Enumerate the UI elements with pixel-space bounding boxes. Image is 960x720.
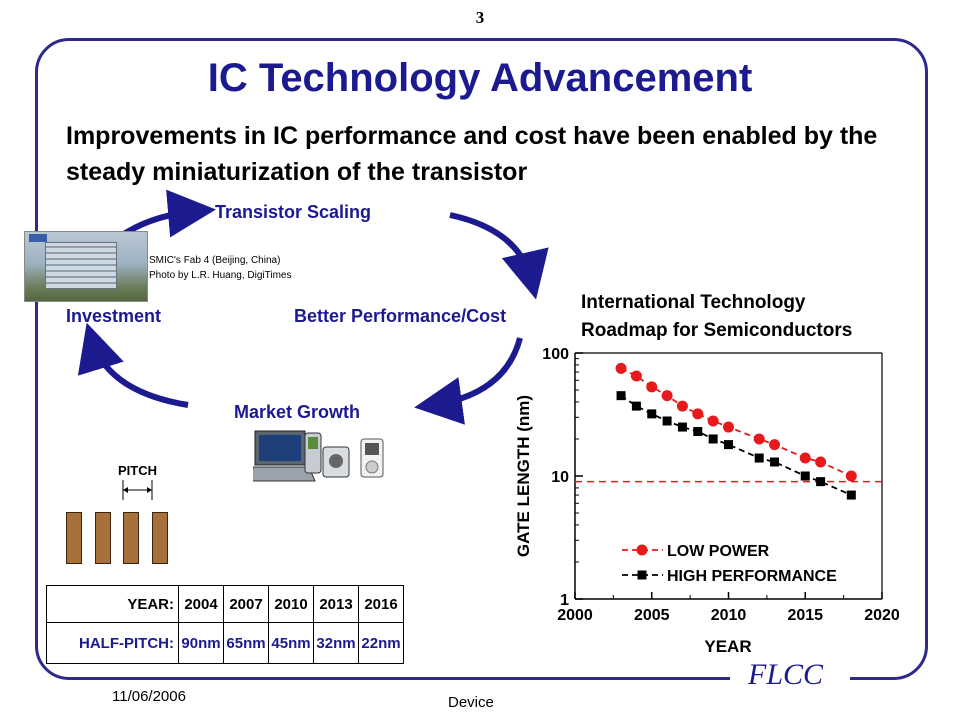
x-tick-label: 2005 (634, 607, 670, 624)
data-point-low-power (769, 439, 781, 451)
table-cell: 2016 (358, 585, 404, 623)
data-point-high-performance (693, 427, 703, 437)
table-cell: 2013 (313, 585, 359, 623)
y-tick-label: 100 (542, 346, 569, 363)
data-point-low-power (799, 452, 811, 464)
half-pitch-header: HALF-PITCH: (46, 622, 179, 664)
subtitle: Improvements in IC performance and cost … (66, 122, 878, 186)
data-point-high-performance (616, 391, 626, 401)
data-point-high-performance (677, 422, 687, 432)
data-point-low-power (815, 456, 827, 468)
footer-center: Device (448, 694, 494, 711)
table-row: YEAR: 2004 2007 2010 2013 2016 (46, 585, 404, 623)
y-axis-label: GATE LENGTH (nm) (514, 395, 533, 557)
flcc-logo: FLCC (748, 658, 824, 691)
x-tick-label: 2015 (787, 607, 823, 624)
fab-photo (24, 231, 148, 302)
data-point-high-performance (724, 440, 733, 450)
arrow-bottom-right (414, 337, 523, 425)
legend-label: LOW POWER (667, 543, 770, 560)
y-tick-label: 1 (560, 592, 569, 609)
cycle-investment-label: Investment (66, 306, 162, 326)
cycle-scaling-label: Transistor Scaling (215, 202, 372, 222)
y-tick-label: 10 (551, 469, 569, 486)
gate-length-chart: 2000 2005 2010 2015 2020 1 10 100 LOW POWER HIGH… (514, 346, 900, 656)
transistor-gate (95, 512, 111, 564)
data-point-high-performance (846, 490, 856, 500)
data-point-high-performance (647, 409, 657, 419)
slide-number: 3 (475, 8, 485, 27)
photo-caption-line2: Photo by L.R. Huang, DigiTimes (149, 270, 292, 281)
x-tick-label: 2020 (864, 607, 900, 624)
data-point-high-performance (662, 416, 672, 426)
photo-caption-line1: SMIC's Fab 4 (Beijing, China) (149, 255, 281, 266)
pitch-label: PITCH (118, 463, 157, 478)
table-row: HALF-PITCH: 90nm 65nm 45nm 32nm 22nm (46, 622, 404, 664)
table-cell: 2004 (178, 585, 224, 623)
data-point-low-power (615, 362, 627, 374)
data-point-high-performance (770, 457, 780, 467)
arrow-bottom-left (77, 322, 189, 408)
x-tick-label: 2000 (557, 607, 593, 624)
itrs-title-line2: Roadmap for Semiconductors (581, 320, 853, 341)
legend-marker-high-performance (637, 570, 647, 580)
cycle-performance-label: Better Performance/Cost (294, 306, 507, 326)
table-cell: 65nm (223, 622, 269, 664)
footer-date: 11/06/2006 (112, 688, 186, 705)
year-header: YEAR: (46, 585, 179, 623)
legend-label: HIGH PERFORMANCE (667, 568, 837, 585)
data-point-high-performance (708, 434, 718, 444)
data-point-low-power (845, 470, 857, 482)
data-point-low-power (692, 408, 704, 420)
table-cell: 32nm (313, 622, 359, 664)
data-point-low-power (753, 433, 765, 445)
data-point-low-power (676, 400, 688, 412)
data-point-low-power (723, 421, 734, 433)
transistor-gate (123, 512, 139, 564)
itrs-title-line1: International Technology (581, 292, 806, 313)
table-cell: 2007 (223, 585, 269, 623)
data-point-high-performance (800, 471, 810, 481)
half-pitch-table: YEAR: 2004 2007 2010 2013 2016 HALF-PITC… (46, 585, 404, 664)
devices-photo (253, 430, 384, 482)
slide-frame (35, 38, 928, 680)
cycle-market-label: Market Growth (234, 402, 361, 422)
transistor-gate (66, 512, 82, 564)
x-axis-label: YEAR (704, 637, 751, 656)
table-cell: 2010 (268, 585, 314, 623)
data-point-low-power (661, 390, 673, 402)
pitch-dimension-marker (122, 480, 153, 500)
itrs-title: International Technology Roadmap for Sem… (581, 289, 852, 345)
data-point-low-power (646, 381, 658, 393)
frame-gap (730, 672, 850, 688)
arrow-top-right (449, 212, 549, 300)
table-cell: 22nm (358, 622, 404, 664)
data-point-high-performance (631, 401, 641, 411)
legend-marker-low-power (636, 544, 648, 556)
slide-title: IC Technology Advancement (207, 56, 753, 100)
table-cell: 90nm (178, 622, 224, 664)
data-point-high-performance (816, 477, 826, 487)
x-tick-label: 2010 (711, 607, 747, 624)
transistor-gate (152, 512, 168, 564)
data-point-high-performance (754, 453, 764, 463)
table-cell: 45nm (268, 622, 314, 664)
data-point-low-power (630, 370, 642, 382)
data-point-low-power (707, 415, 719, 427)
